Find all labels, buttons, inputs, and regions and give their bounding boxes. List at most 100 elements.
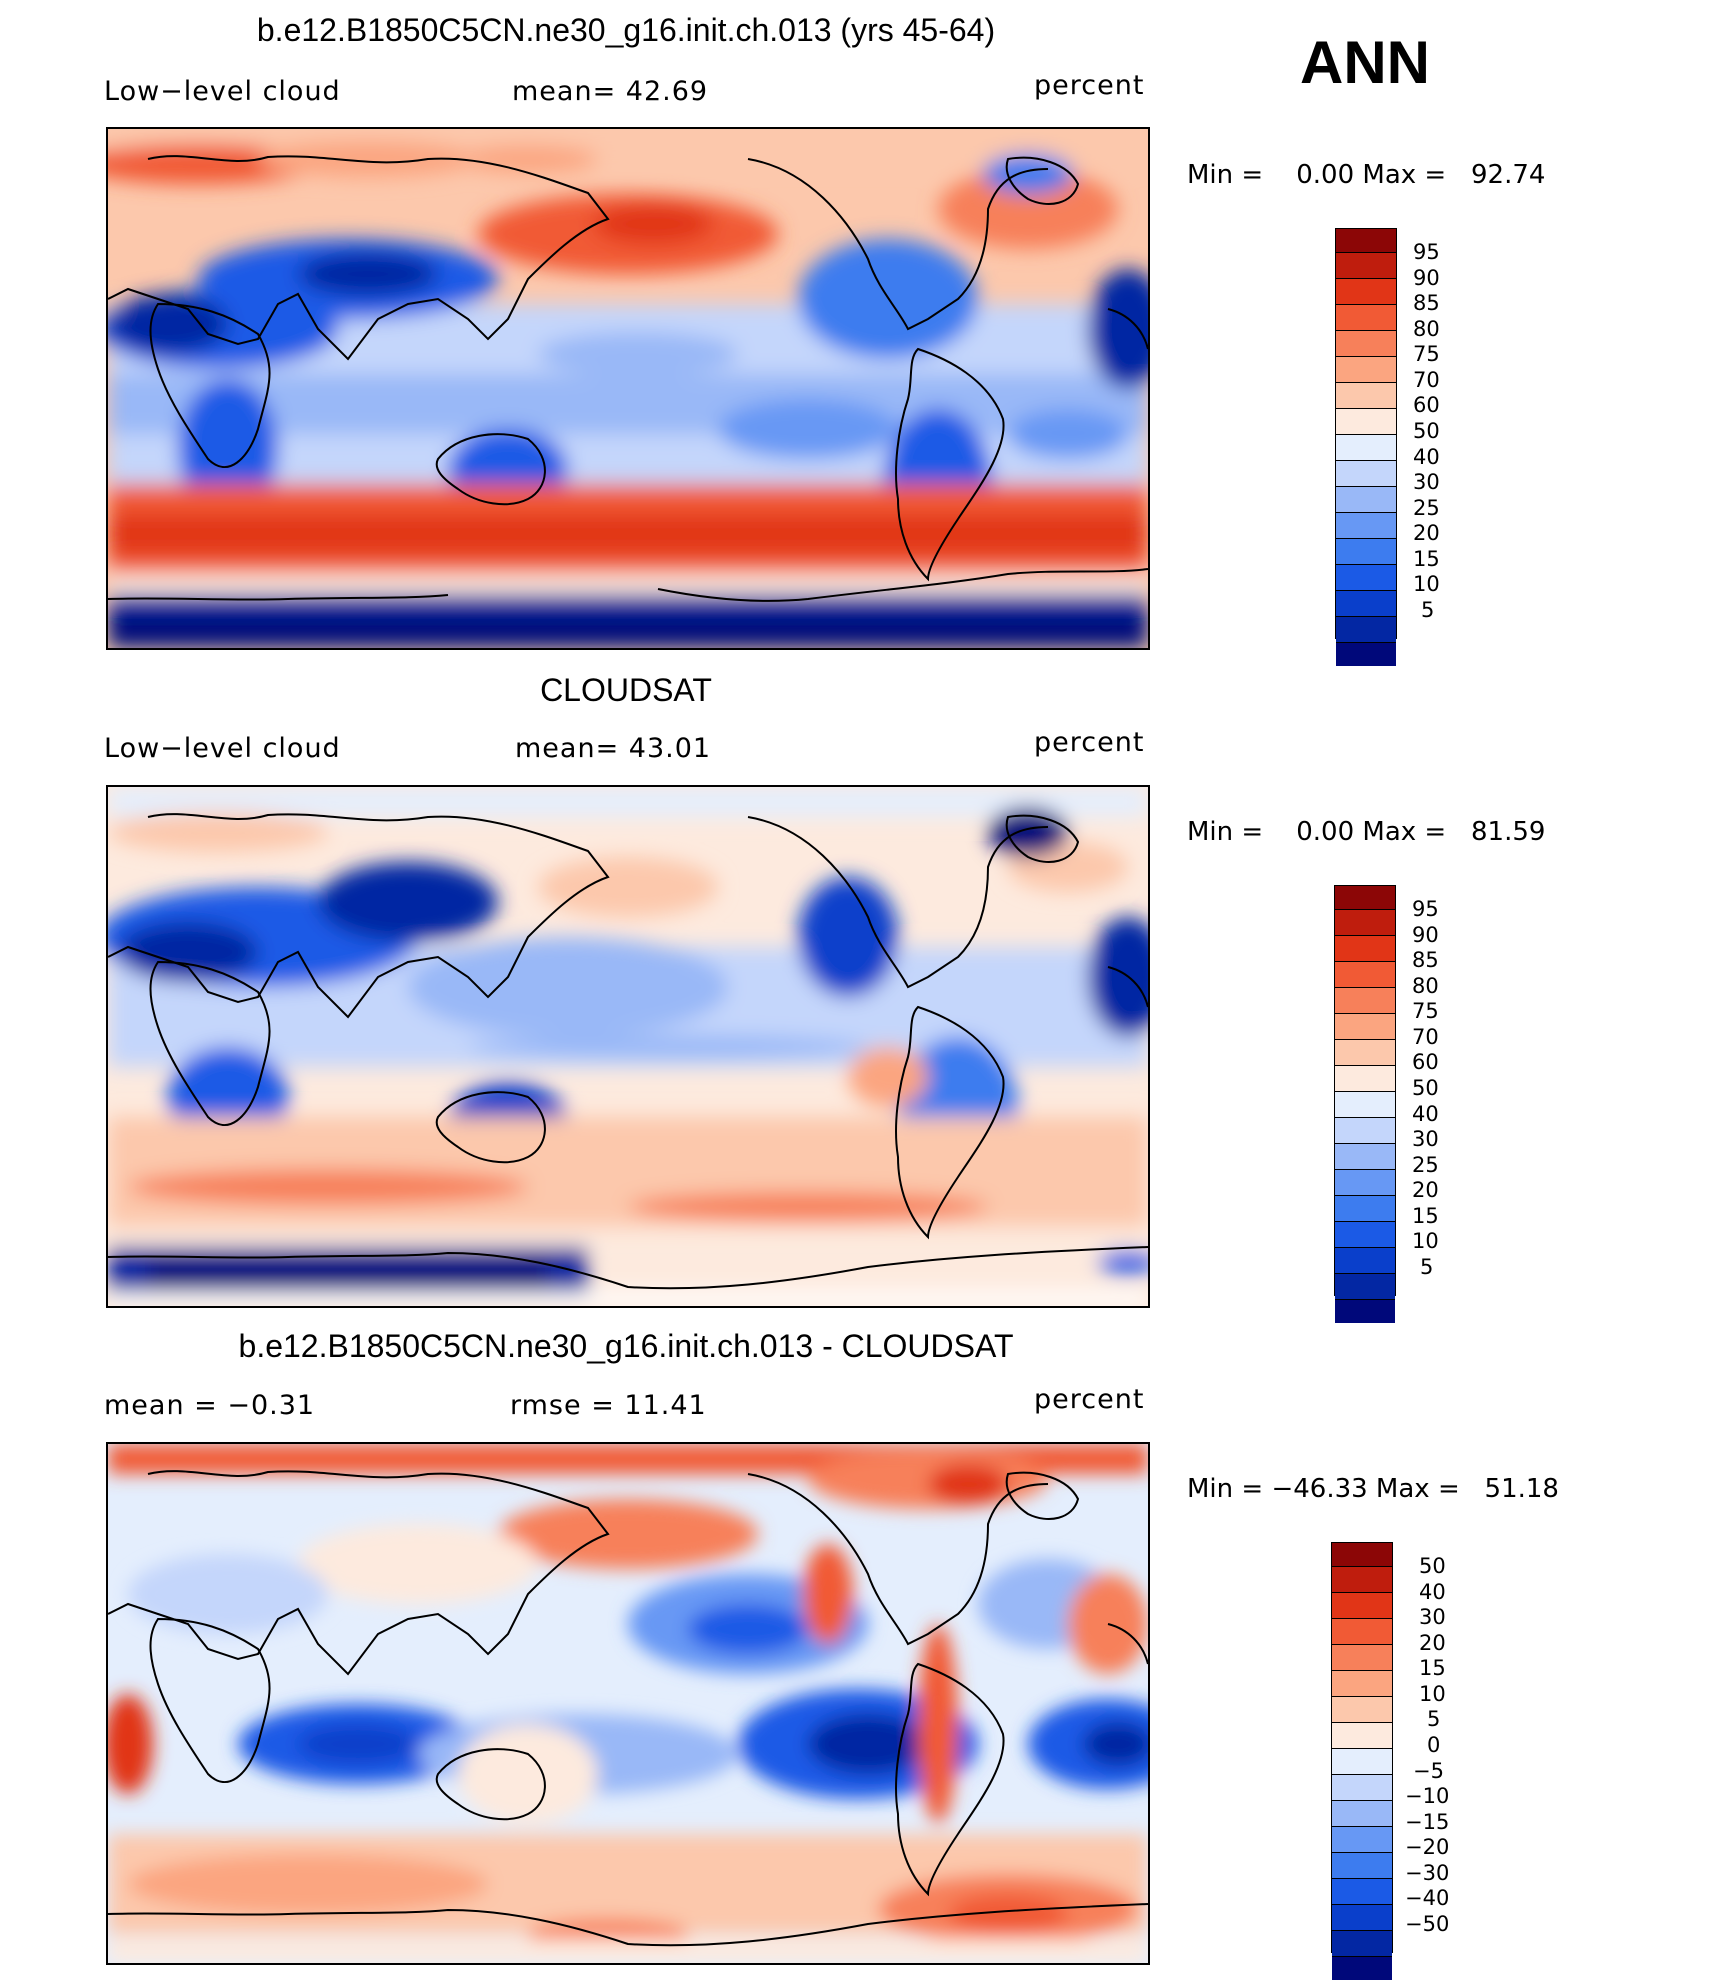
- cb3-label-2: 30: [1419, 1605, 1446, 1629]
- cb1-box-14: [1336, 591, 1396, 617]
- cb3-label-9: −10: [1405, 1784, 1450, 1808]
- panel-3-colorbar-boxes: [1331, 1542, 1393, 1980]
- cb1-box-12: [1336, 539, 1396, 565]
- cb2-box-15: [1335, 1274, 1395, 1300]
- cb3-box-5: [1332, 1671, 1392, 1697]
- cb2-box-11: [1335, 1170, 1395, 1196]
- cb3-label-4: 15: [1419, 1656, 1446, 1680]
- cb3-label-14: −50: [1405, 1912, 1450, 1936]
- cb3-label-10: −15: [1405, 1810, 1450, 1834]
- cb3-box-14: [1332, 1905, 1392, 1931]
- cb3-box-2: [1332, 1593, 1392, 1619]
- cb1-label-13: 10: [1413, 572, 1440, 596]
- cb3-label-13: −40: [1405, 1886, 1450, 1910]
- panel-2-title: CLOUDSAT: [540, 672, 712, 708]
- cb2-label-4: 75: [1412, 999, 1439, 1023]
- cb1-label-9: 30: [1413, 470, 1440, 494]
- panel-2-minmax: Min = 0.00 Max = 81.59: [1187, 817, 1546, 847]
- cb1-box-15: [1336, 617, 1396, 643]
- cb1-box-10: [1336, 487, 1396, 513]
- cb3-label-5: 10: [1419, 1682, 1446, 1706]
- cb3-label-12: −30: [1405, 1861, 1450, 1885]
- panel-1-title: b.e12.B1850C5CN.ne30_g16.init.ch.013 (yr…: [256, 12, 996, 48]
- panel-2-contour-field: [108, 787, 1148, 1306]
- cb1-box-4: [1336, 331, 1396, 357]
- cb1-box-5: [1336, 357, 1396, 383]
- cb2-label-2: 85: [1412, 948, 1439, 972]
- cb3-box-15: [1332, 1931, 1392, 1957]
- panel-3-rmse-label: rmse = 11.41: [510, 1390, 707, 1421]
- cb2-box-4: [1335, 988, 1395, 1014]
- cb2-label-3: 80: [1412, 974, 1439, 998]
- cb1-label-10: 25: [1413, 496, 1440, 520]
- panel-3-contour-field: [108, 1444, 1148, 1963]
- cb3-box-16: [1332, 1957, 1392, 1980]
- coastlines: [108, 1470, 1148, 1947]
- cb3-box-3: [1332, 1619, 1392, 1645]
- cb2-box-6: [1335, 1040, 1395, 1066]
- cb1-label-3: 80: [1413, 317, 1440, 341]
- cb3-label-11: −20: [1405, 1835, 1450, 1859]
- cb2-box-13: [1335, 1222, 1395, 1248]
- cb2-label-7: 50: [1412, 1076, 1439, 1100]
- cb1-box-0: [1336, 229, 1396, 253]
- cb3-box-4: [1332, 1645, 1392, 1671]
- panel-3-map: [106, 1442, 1150, 1965]
- cb2-label-5: 70: [1412, 1025, 1439, 1049]
- panel-1-units-label: percent: [1034, 70, 1145, 101]
- cb1-label-2: 85: [1413, 291, 1440, 315]
- cb1-box-8: [1336, 435, 1396, 461]
- cb3-box-12: [1332, 1853, 1392, 1879]
- cb3-label-7: 0: [1427, 1733, 1441, 1757]
- cb1-box-2: [1336, 279, 1396, 305]
- cb1-box-6: [1336, 383, 1396, 409]
- cb1-box-16: [1336, 643, 1396, 666]
- cb2-label-0: 95: [1412, 897, 1439, 921]
- cb1-label-1: 90: [1413, 266, 1440, 290]
- cb3-label-1: 40: [1419, 1580, 1446, 1604]
- cb1-label-8: 40: [1413, 445, 1440, 469]
- panel-1-minmax: Min = 0.00 Max = 92.74: [1187, 160, 1546, 190]
- cb1-box-3: [1336, 305, 1396, 331]
- panel-1-colorbar: 95 90 85 80 75 70 60 50 40 30 25 20 15 1…: [1335, 228, 1495, 666]
- panel-2-map: [106, 785, 1150, 1308]
- cb3-label-3: 20: [1419, 1631, 1446, 1655]
- cb1-label-5: 70: [1413, 368, 1440, 392]
- cb2-label-1: 90: [1412, 923, 1439, 947]
- panel-1-mean-label: mean= 42.69: [512, 76, 709, 107]
- cb2-box-1: [1335, 910, 1395, 936]
- cb3-box-13: [1332, 1879, 1392, 1905]
- panel-3-minmax: Min = −46.33 Max = 51.18: [1187, 1474, 1559, 1504]
- cb2-box-3: [1335, 962, 1395, 988]
- panel-3-colorbar: 50 40 30 20 15 10 5 0 −5 −10 −15 −20 −30…: [1331, 1542, 1501, 1980]
- cb2-box-12: [1335, 1196, 1395, 1222]
- cb3-box-0: [1332, 1543, 1392, 1567]
- cb3-box-11: [1332, 1827, 1392, 1853]
- cb1-box-1: [1336, 253, 1396, 279]
- panel-2-units-label: percent: [1034, 727, 1145, 758]
- panel-3-title: b.e12.B1850C5CN.ne30_g16.init.ch.013 - C…: [238, 1328, 1014, 1364]
- cb1-label-14: 5: [1421, 598, 1435, 622]
- cb1-label-11: 20: [1413, 521, 1440, 545]
- cb2-box-9: [1335, 1118, 1395, 1144]
- coastlines: [108, 813, 1148, 1290]
- cb2-label-12: 15: [1412, 1204, 1439, 1228]
- cb2-box-2: [1335, 936, 1395, 962]
- cb1-label-6: 60: [1413, 393, 1440, 417]
- cb1-box-13: [1336, 565, 1396, 591]
- panel-2-mean-label: mean= 43.01: [515, 733, 712, 764]
- panel-1-contour-field: [108, 129, 1148, 648]
- cb2-box-10: [1335, 1144, 1395, 1170]
- cb1-label-7: 50: [1413, 419, 1440, 443]
- cb3-box-7: [1332, 1723, 1392, 1749]
- cb1-box-7: [1336, 409, 1396, 435]
- coastlines: [108, 155, 1148, 602]
- panel-1-map: [106, 127, 1150, 650]
- cb2-label-10: 25: [1412, 1153, 1439, 1177]
- cb2-box-0: [1335, 886, 1395, 910]
- cb2-label-8: 40: [1412, 1102, 1439, 1126]
- cb1-label-4: 75: [1413, 342, 1440, 366]
- cb3-box-9: [1332, 1775, 1392, 1801]
- cb1-label-12: 15: [1413, 547, 1440, 571]
- cb3-label-0: 50: [1419, 1554, 1446, 1578]
